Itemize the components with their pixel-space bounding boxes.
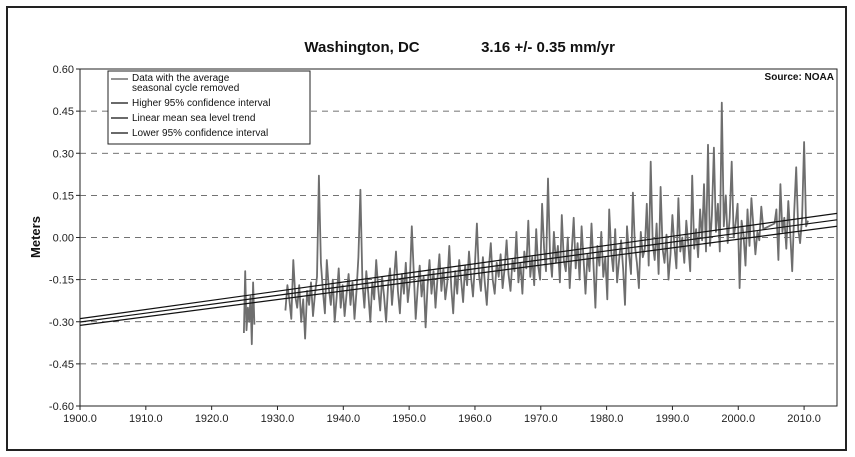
y-axis-ticks: -0.60 -0.45 -0.30 -0.15 0.00 0.15 0.30 0.45 0.60 [49, 64, 80, 413]
x-tick-label: 1970.0 [524, 413, 558, 425]
y-tick-label: 0.30 [53, 148, 74, 160]
y-tick-label: 0.45 [53, 106, 74, 118]
x-tick-label: 1900.0 [63, 413, 97, 425]
y-tick-label: -0.30 [49, 317, 74, 329]
series-group [80, 101, 837, 346]
legend-label-data: Data with the average seasonal cycle remo… [132, 73, 239, 94]
x-axis-ticks: 1900.0 1910.0 1920.0 1930.0 1940.0 1950.0 1960… [63, 406, 821, 425]
y-tick-label: 0.60 [53, 64, 74, 76]
x-tick-label: 2010.0 [787, 413, 821, 425]
y-tick-label: -0.15 [49, 275, 74, 287]
y-tick-label: 0.00 [53, 233, 74, 245]
x-tick-label: 1950.0 [392, 413, 426, 425]
y-tick-label: 0.15 [53, 190, 74, 202]
x-tick-label: 1910.0 [129, 413, 163, 425]
legend-label-lower-ci: Lower 95% confidence interval [132, 128, 268, 139]
legend-box [107, 70, 311, 145]
x-tick-label: 1940.0 [326, 413, 360, 425]
y-axis-label: Meters [28, 216, 43, 258]
x-tick-label: 1930.0 [261, 413, 295, 425]
x-tick-label: 1920.0 [195, 413, 229, 425]
chart-title: Washington, DC [304, 39, 419, 56]
legend-label-higher-ci: Higher 95% confidence interval [132, 98, 270, 109]
legend: Data with the average seasonal cycle remo… [107, 70, 311, 145]
y-tick-label: -0.60 [49, 401, 74, 413]
series-line-trend [80, 219, 837, 323]
x-tick-label: 1980.0 [590, 413, 624, 425]
legend-label-trend: Linear mean sea level trend [132, 113, 255, 124]
chart-subtitle: 3.16 +/- 0.35 mm/yr [481, 39, 615, 56]
x-tick-label: 2000.0 [721, 413, 755, 425]
source-note: Source: NOAA [765, 72, 834, 83]
x-tick-label: 1960.0 [458, 413, 492, 425]
series-line-lower-ci [80, 225, 837, 326]
x-tick-label: 1990.0 [656, 413, 690, 425]
series-line-higher-ci [80, 212, 837, 320]
y-tick-label: -0.45 [49, 359, 74, 371]
